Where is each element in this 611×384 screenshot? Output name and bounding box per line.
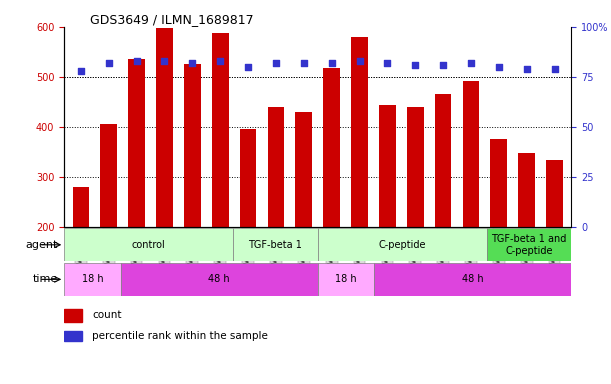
Text: TGF-beta 1 and
C-peptide: TGF-beta 1 and C-peptide (491, 234, 567, 256)
Bar (518, 153, 535, 227)
Bar (435, 94, 452, 227)
Bar (64, 309, 82, 322)
Bar (64, 228, 233, 261)
Point (76, 68, 86, 74)
Bar (296, 112, 312, 227)
Bar (546, 160, 563, 227)
Bar (374, 263, 571, 296)
Bar (64, 263, 120, 296)
Text: TGF-beta 1: TGF-beta 1 (249, 240, 302, 250)
Text: control: control (132, 240, 166, 250)
Point (382, 60, 392, 66)
Bar (212, 33, 229, 227)
Bar (184, 64, 200, 227)
Point (299, 60, 309, 66)
Bar (64, 331, 82, 341)
Bar (100, 124, 117, 227)
Point (494, 64, 503, 70)
Bar (351, 37, 368, 227)
Point (132, 58, 142, 64)
Bar (156, 28, 173, 227)
Text: 48 h: 48 h (462, 274, 483, 285)
Bar (128, 59, 145, 227)
Point (215, 58, 225, 64)
Point (411, 62, 420, 68)
Point (354, 58, 364, 64)
Bar (120, 263, 318, 296)
Point (327, 60, 337, 66)
Point (104, 60, 114, 66)
Text: agent: agent (26, 240, 58, 250)
Text: 18 h: 18 h (81, 274, 103, 285)
Bar (487, 228, 571, 261)
Bar (268, 107, 284, 227)
Bar (323, 68, 340, 227)
Bar (491, 139, 507, 227)
Point (550, 66, 560, 72)
Point (522, 66, 532, 72)
Point (243, 64, 253, 70)
Text: 18 h: 18 h (335, 274, 357, 285)
Point (159, 58, 169, 64)
Bar (318, 228, 487, 261)
Point (438, 62, 448, 68)
Bar (379, 105, 396, 227)
Bar (463, 81, 480, 227)
Text: C-peptide: C-peptide (378, 240, 426, 250)
Bar (73, 187, 89, 227)
Bar (240, 129, 257, 227)
Bar (233, 228, 318, 261)
Bar (318, 263, 374, 296)
Point (188, 60, 197, 66)
Bar (407, 107, 423, 227)
Text: count: count (92, 310, 122, 320)
Text: GDS3649 / ILMN_1689817: GDS3649 / ILMN_1689817 (90, 13, 253, 26)
Point (271, 60, 281, 66)
Text: 48 h: 48 h (208, 274, 230, 285)
Text: time: time (33, 274, 58, 285)
Point (466, 60, 476, 66)
Text: percentile rank within the sample: percentile rank within the sample (92, 331, 268, 341)
